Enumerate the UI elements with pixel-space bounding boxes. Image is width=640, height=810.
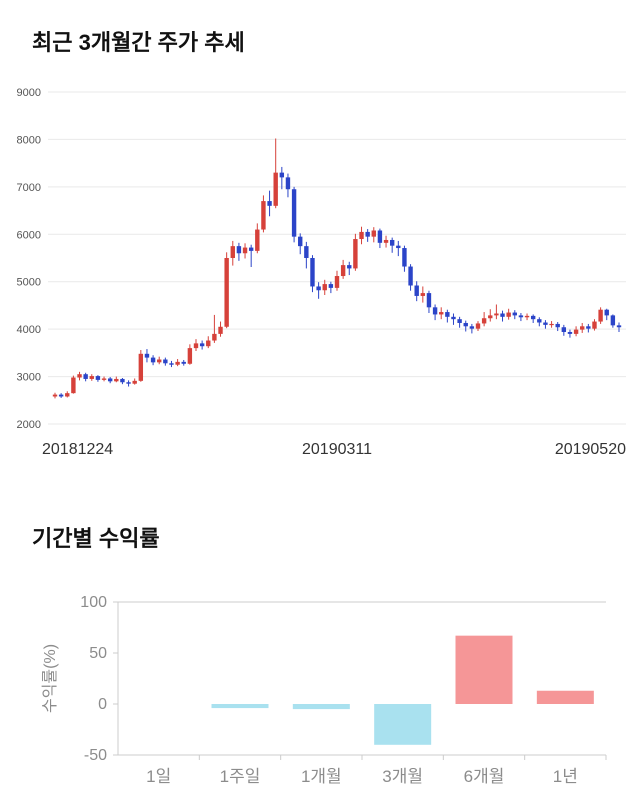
price-grid: [48, 91, 626, 425]
svg-text:7000: 7000: [17, 182, 41, 194]
returns-bar-chart: 100 50 0 -50 1일 1주일 1개월 3개월 6개월 1년 수익률(%): [41, 594, 607, 786]
svg-text:1개월: 1개월: [301, 767, 342, 786]
svg-text:20181224: 20181224: [42, 441, 113, 458]
return-bar: [292, 704, 350, 710]
returns-axes: [117, 601, 606, 756]
price-x-axis-labels: 20181224 20190311 20190520: [42, 441, 626, 458]
svg-text:4000: 4000: [17, 324, 41, 336]
return-bar: [211, 704, 269, 709]
svg-text:20190311: 20190311: [302, 441, 372, 458]
svg-text:2000: 2000: [17, 419, 41, 431]
svg-text:20190520: 20190520: [555, 441, 626, 458]
svg-text:5000: 5000: [17, 277, 41, 289]
svg-text:3개월: 3개월: [382, 767, 423, 786]
svg-text:1일: 1일: [146, 767, 171, 786]
candlestick-chart: 2000 3000 4000 5000 6000 7000 8000 9000 20181224…: [17, 87, 627, 458]
returns-y-axis-title: 수익률(%): [41, 644, 59, 713]
returns-bars: [211, 635, 594, 745]
svg-text:1주일: 1주일: [220, 767, 261, 786]
price-y-axis-labels: 2000 3000 4000 5000 6000 7000 8000 9000: [17, 87, 41, 431]
return-bar: [455, 635, 513, 704]
svg-text:8000: 8000: [17, 134, 41, 146]
svg-text:-50: -50: [84, 747, 107, 764]
svg-text:0: 0: [98, 696, 107, 713]
returns-section-title: 기간별 수익률: [32, 526, 160, 551]
return-bar: [536, 690, 594, 704]
candles: [52, 138, 622, 399]
svg-text:100: 100: [80, 594, 107, 611]
returns-x-axis-labels: 1일 1주일 1개월 3개월 6개월 1년: [146, 755, 607, 786]
svg-text:50: 50: [89, 645, 107, 662]
svg-text:9000: 9000: [17, 87, 41, 99]
returns-y-axis-labels: 100 50 0 -50: [80, 594, 118, 764]
price-chart-title: 최근 3개월간 주가 추세: [32, 30, 245, 55]
svg-text:6개월: 6개월: [464, 767, 505, 786]
svg-text:6000: 6000: [17, 229, 41, 241]
svg-text:1년: 1년: [553, 767, 578, 786]
return-bar: [374, 704, 432, 745]
svg-text:3000: 3000: [17, 372, 41, 384]
